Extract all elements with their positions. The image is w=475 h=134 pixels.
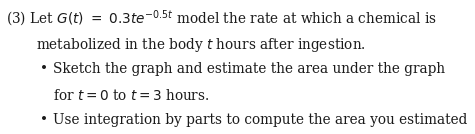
Text: (3) Let $G(t)\ =\ 0.3te^{-0.5t}$ model the rate at which a chemical is: (3) Let $G(t)\ =\ 0.3te^{-0.5t}$ model t… xyxy=(6,9,437,29)
Text: •: • xyxy=(40,113,48,127)
Text: Sketch the graph and estimate the area under the graph: Sketch the graph and estimate the area u… xyxy=(53,62,446,76)
Text: Use integration by parts to compute the area you estimated: Use integration by parts to compute the … xyxy=(53,113,467,127)
Text: •: • xyxy=(40,62,48,76)
Text: metabolized in the body $t$ hours after ingestion.: metabolized in the body $t$ hours after … xyxy=(36,36,365,53)
Text: for $t = 0$ to $t = 3$ hours.: for $t = 0$ to $t = 3$ hours. xyxy=(53,88,209,103)
